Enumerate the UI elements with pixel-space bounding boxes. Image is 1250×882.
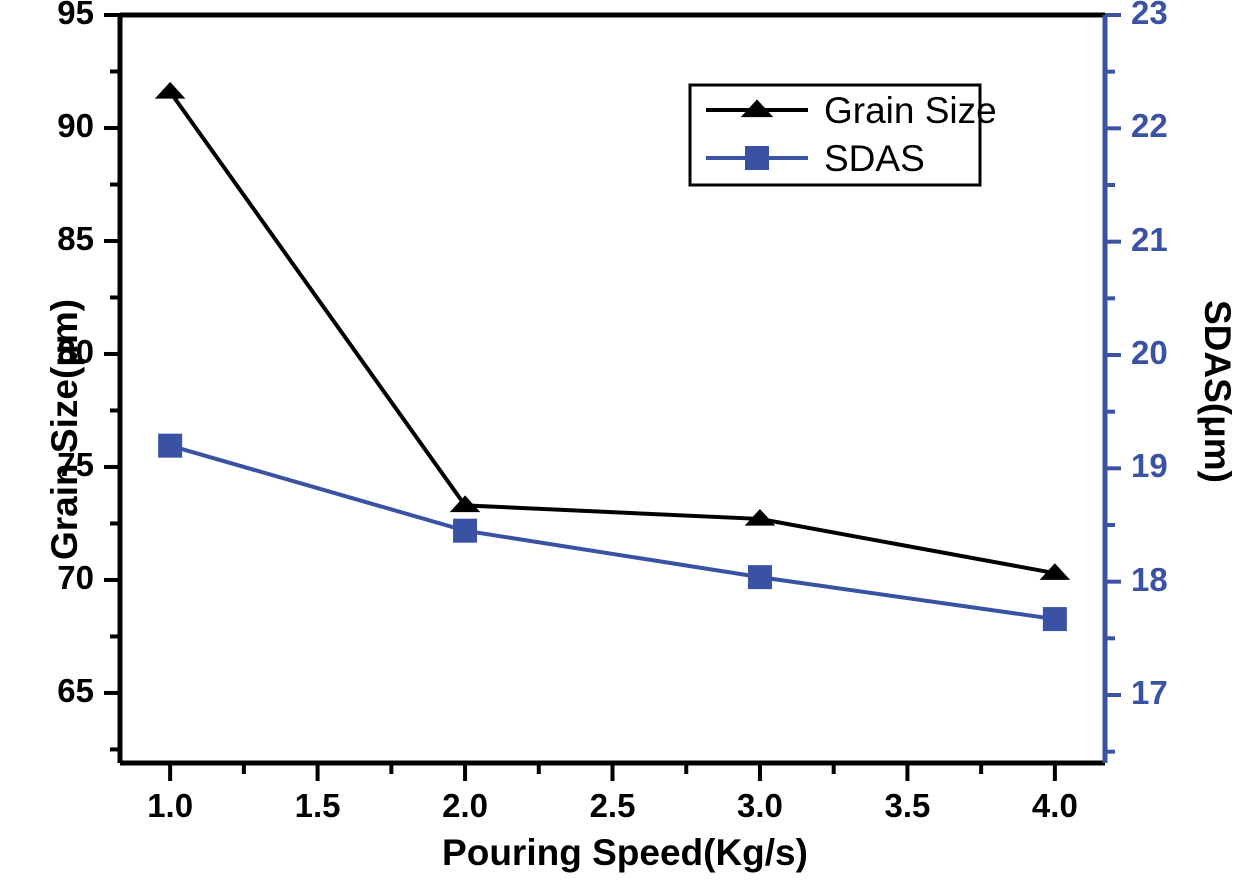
x-axis-label: Pouring Speed(Kg/s) xyxy=(442,832,808,873)
legend-label-0: Grain Size xyxy=(824,90,997,131)
data-point-marker-triangle xyxy=(744,508,776,526)
data-point-marker-triangle xyxy=(1039,563,1071,580)
x-tick-label: 4.0 xyxy=(1031,787,1078,824)
y-tick-label-left: 80 xyxy=(57,332,94,370)
y-tick-label-right: 20 xyxy=(1131,334,1168,371)
x-tick-label: 1.5 xyxy=(294,787,341,824)
x-tick-label: 1.0 xyxy=(147,787,194,824)
data-point-marker-triangle xyxy=(449,495,481,513)
y-tick-label-left: 95 xyxy=(57,0,94,31)
y-tick-label-left: 70 xyxy=(57,558,94,596)
data-point-marker-square xyxy=(745,146,769,170)
y-tick-label-right: 18 xyxy=(1131,560,1168,598)
y-tick-label-right: 19 xyxy=(1131,447,1168,485)
series-group xyxy=(154,81,1071,632)
y-tick-label-left: 85 xyxy=(57,219,94,257)
y-tick-label-right: 23 xyxy=(1131,0,1168,31)
data-point-marker-square xyxy=(453,518,478,543)
legend-label-1: SDAS xyxy=(824,138,925,179)
axes-group xyxy=(104,12,1121,781)
x-tick-label: 2.0 xyxy=(442,787,488,824)
data-point-marker-triangle xyxy=(740,99,774,118)
y-axis-label-right: SDAS(μm) xyxy=(1197,300,1238,483)
series-line-sdas xyxy=(169,443,1056,622)
data-point-marker-triangle xyxy=(154,81,186,99)
y-tick-label-right: 17 xyxy=(1131,674,1168,711)
data-point-marker-square xyxy=(747,565,772,590)
y-tick-label-left: 65 xyxy=(57,671,94,709)
x-tick-label: 3.0 xyxy=(737,787,783,824)
legend-box xyxy=(688,83,982,187)
y-tick-label-left: 75 xyxy=(57,445,94,483)
y-tick-label-right: 22 xyxy=(1131,107,1168,145)
series-line-grain-size xyxy=(168,90,1056,576)
data-point-marker-square xyxy=(158,433,183,458)
y-tick-label-left: 90 xyxy=(57,106,94,144)
x-tick-label: 2.5 xyxy=(589,787,636,824)
legend-group: Grain Size SDAS xyxy=(688,83,997,187)
data-point-marker-square xyxy=(1042,607,1067,632)
y-tick-label-right: 21 xyxy=(1131,220,1168,258)
x-tick-label: 3.5 xyxy=(884,787,931,824)
